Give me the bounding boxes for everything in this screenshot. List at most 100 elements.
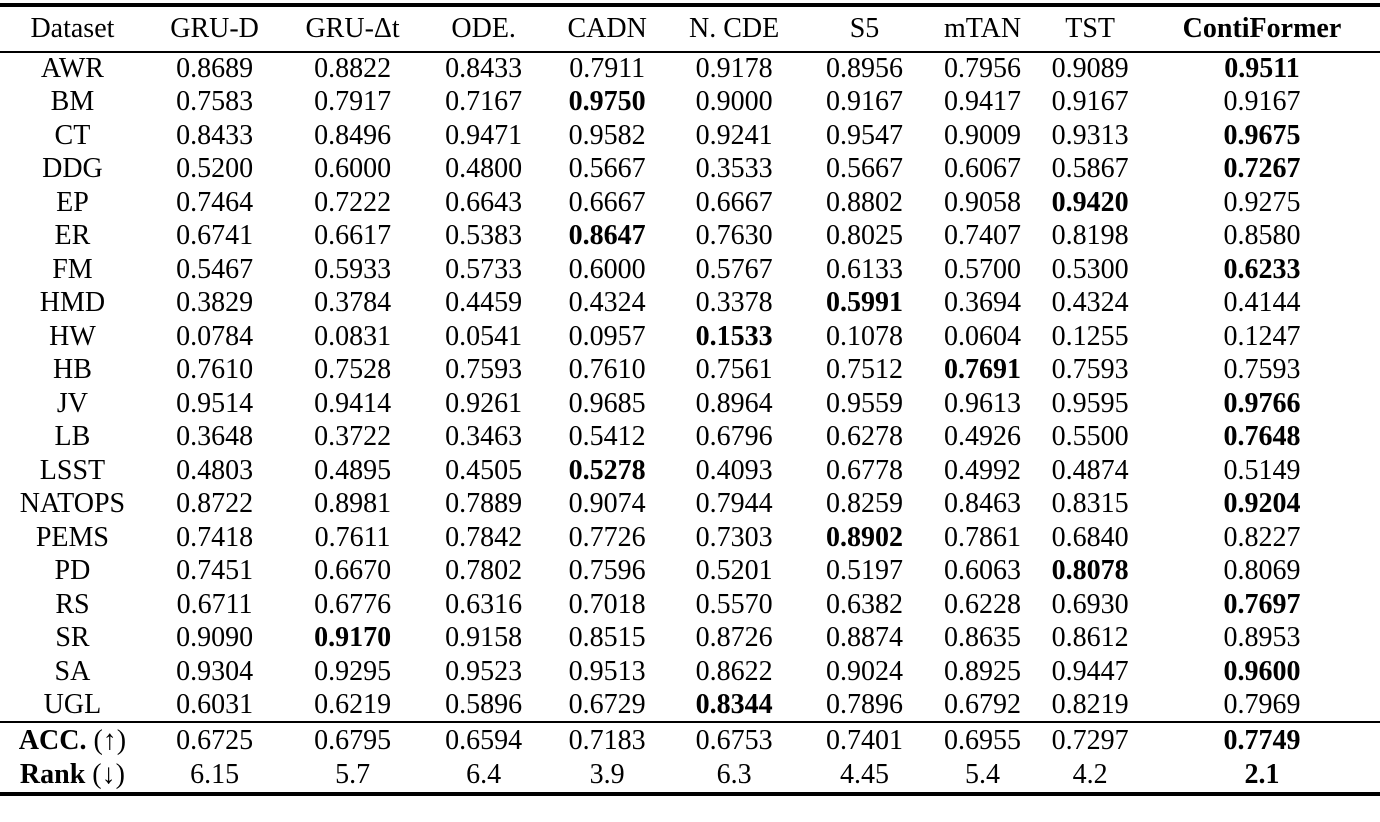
- value-cell: 0.7861: [944, 521, 1021, 553]
- table-row: SR 0.9090 0.9170 0.9158 0.8515 0.8726 0.8874 0.…: [0, 622, 1380, 656]
- value-cell: 0.5412: [568, 421, 646, 453]
- value-cell: 0.9074: [568, 488, 646, 520]
- value-cell: 0.6000: [568, 253, 646, 285]
- value-cell: 0.9523: [445, 655, 523, 687]
- value-cell: 0.1078: [826, 320, 904, 352]
- value-cell: 0.7917: [314, 86, 392, 118]
- value-cell: 0.7889: [445, 488, 523, 520]
- value-cell: 0.0604: [944, 320, 1021, 352]
- value-cell: 0.3722: [314, 421, 392, 453]
- value-cell: 0.9024: [826, 655, 904, 687]
- summary-value: 0.6725: [176, 724, 254, 756]
- value-cell: 0.7561: [695, 354, 773, 386]
- value-cell: 0.8647: [568, 220, 646, 252]
- value-cell: 0.1247: [1223, 320, 1301, 352]
- value-cell: 0.5570: [695, 588, 773, 620]
- dataset-label: HMD: [39, 287, 106, 319]
- table-header: Dataset GRU-D GRU-Δt ODE. CADN N. CDE S5 mTAN TS…: [0, 5, 1380, 52]
- summary-value: 4.2: [1072, 759, 1108, 790]
- value-cell: 0.7697: [1223, 588, 1301, 620]
- value-cell: 0.6667: [568, 186, 646, 218]
- table-row: PD 0.7451 0.6670 0.7802 0.7596 0.5201 0.5197 0.…: [0, 555, 1380, 589]
- value-cell: 0.4324: [1051, 287, 1129, 319]
- table-row: PEMS 0.7418 0.7611 0.7842 0.7726 0.7303 0.8902…: [0, 521, 1380, 555]
- summary-value: 6.4: [466, 759, 502, 790]
- dataset-label: PD: [54, 555, 91, 587]
- value-cell: 0.8689: [176, 53, 254, 85]
- value-cell: 0.9167: [1051, 86, 1129, 118]
- summary-value: 0.7297: [1051, 724, 1129, 756]
- value-cell: 0.8722: [176, 488, 254, 520]
- value-cell: 0.6643: [445, 186, 523, 218]
- table-body: AWR 0.8689 0.8822 0.8433 0.7911 0.9178 0.8956 0…: [0, 52, 1380, 722]
- value-cell: 0.9600: [1223, 655, 1301, 687]
- dataset-label: SR: [55, 622, 90, 654]
- value-cell: 0.6778: [826, 454, 904, 486]
- dataset-label: SA: [54, 655, 91, 687]
- value-cell: 0.7593: [445, 354, 523, 386]
- value-cell: 0.9766: [1223, 387, 1301, 419]
- value-cell: 0.0784: [176, 320, 254, 352]
- value-cell: 0.5733: [445, 253, 523, 285]
- dataset-label: AWR: [40, 53, 104, 85]
- dataset-label: LSST: [39, 454, 106, 486]
- value-cell: 0.9414: [314, 387, 392, 419]
- dataset-label: ER: [54, 220, 91, 252]
- value-cell: 0.9167: [1223, 86, 1301, 118]
- value-cell: 0.5201: [695, 555, 773, 587]
- value-cell: 0.4800: [445, 153, 523, 185]
- value-cell: 0.9089: [1051, 53, 1129, 85]
- summary-value: 5.7: [335, 759, 371, 790]
- value-cell: 0.3533: [695, 153, 773, 185]
- value-cell: 0.8874: [826, 622, 904, 654]
- column-header: N. CDE: [689, 13, 780, 44]
- dataset-label: CT: [54, 119, 91, 151]
- value-cell: 0.7630: [695, 220, 773, 252]
- value-cell: 0.9295: [314, 655, 392, 687]
- value-cell: 0.7911: [569, 53, 646, 85]
- table-row: LSST 0.4803 0.4895 0.4505 0.5278 0.4093 0.6778…: [0, 454, 1380, 488]
- value-cell: 0.6711: [176, 588, 253, 620]
- value-cell: 0.6741: [176, 220, 254, 252]
- value-cell: 0.7596: [568, 555, 646, 587]
- value-cell: 0.3829: [176, 287, 254, 319]
- table-row: NATOPS 0.8722 0.8981 0.7889 0.9074 0.7944 0.82…: [0, 488, 1380, 522]
- summary-value: 0.7749: [1223, 724, 1301, 756]
- value-cell: 0.8315: [1051, 488, 1129, 520]
- value-cell: 0.9261: [445, 387, 523, 419]
- dataset-label: DDG: [42, 153, 103, 185]
- table-row: BM 0.7583 0.7917 0.7167 0.9750 0.9000 0.9167 0.…: [0, 86, 1380, 120]
- value-cell: 0.7969: [1223, 688, 1301, 720]
- value-cell: 0.8433: [445, 53, 523, 85]
- value-cell: 0.9058: [944, 186, 1021, 218]
- value-cell: 0.9547: [826, 119, 904, 151]
- value-cell: 0.7842: [445, 521, 523, 553]
- value-cell: 0.7726: [568, 521, 646, 553]
- table-row: CT 0.8433 0.8496 0.9471 0.9582 0.9241 0.9547 0.…: [0, 119, 1380, 153]
- value-cell: 0.0831: [314, 320, 392, 352]
- table-row: AWR 0.8689 0.8822 0.8433 0.7911 0.9178 0.8956 0…: [0, 52, 1380, 86]
- dataset-label: HW: [49, 320, 96, 352]
- value-cell: 0.5383: [445, 220, 523, 252]
- header-row: Dataset GRU-D GRU-Δt ODE. CADN N. CDE S5 mTAN TS…: [0, 5, 1380, 52]
- column-header-dataset: Dataset: [30, 13, 115, 44]
- value-cell: 0.9090: [176, 622, 254, 654]
- value-cell: 0.6067: [944, 153, 1021, 185]
- value-cell: 0.9275: [1223, 186, 1301, 218]
- value-cell: 0.8227: [1223, 521, 1301, 553]
- summary-value: 5.4: [965, 759, 1000, 790]
- value-cell: 0.8069: [1223, 555, 1301, 587]
- value-cell: 0.8344: [695, 688, 773, 720]
- value-cell: 0.9420: [1051, 186, 1129, 218]
- summary-label-name: ACC.: [18, 724, 87, 756]
- value-cell: 0.8515: [568, 622, 646, 654]
- value-cell: 0.6316: [445, 588, 523, 620]
- value-cell: 0.8964: [695, 387, 773, 419]
- value-cell: 0.4874: [1051, 454, 1129, 486]
- dataset-label: PEMS: [35, 521, 110, 553]
- value-cell: 0.3694: [944, 287, 1021, 319]
- value-cell: 0.8802: [826, 186, 904, 218]
- value-cell: 0.9471: [445, 119, 523, 151]
- value-cell: 0.9613: [944, 387, 1021, 419]
